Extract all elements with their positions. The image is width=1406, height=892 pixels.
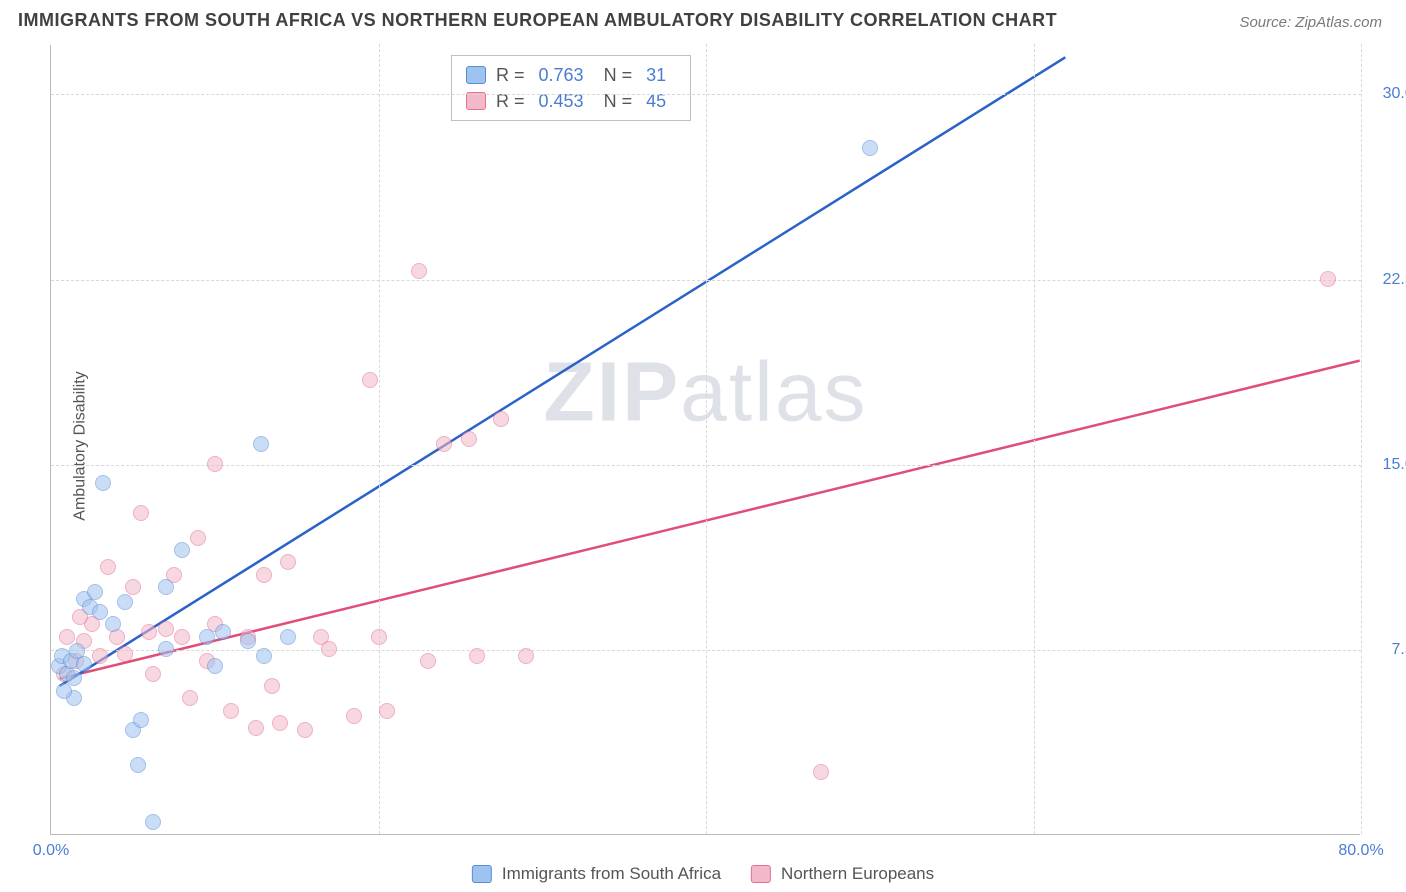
scatter-point	[223, 703, 239, 719]
watermark-bold: ZIP	[543, 345, 680, 439]
scatter-point	[174, 542, 190, 558]
scatter-point	[256, 567, 272, 583]
bottom-legend-item: Northern Europeans	[751, 864, 934, 884]
scatter-point	[379, 703, 395, 719]
scatter-point	[461, 431, 477, 447]
scatter-point	[133, 712, 149, 728]
chart-title: IMMIGRANTS FROM SOUTH AFRICA VS NORTHERN…	[18, 10, 1057, 31]
scatter-point	[436, 436, 452, 452]
scatter-point	[207, 658, 223, 674]
scatter-point	[141, 624, 157, 640]
stats-legend-row: R = 0.763 N = 31	[466, 62, 676, 88]
scatter-point	[264, 678, 280, 694]
scatter-point	[190, 530, 206, 546]
r-label: R =	[496, 62, 525, 88]
n-label: N =	[604, 62, 633, 88]
scatter-point	[174, 629, 190, 645]
scatter-point	[56, 683, 72, 699]
scatter-point	[117, 594, 133, 610]
scatter-point	[280, 554, 296, 570]
scatter-point	[362, 372, 378, 388]
scatter-point	[371, 629, 387, 645]
scatter-point	[297, 722, 313, 738]
bottom-legend-item: Immigrants from South Africa	[472, 864, 721, 884]
source-label: Source: ZipAtlas.com	[1239, 14, 1382, 31]
scatter-point	[145, 666, 161, 682]
y-tick-label: 22.5%	[1383, 271, 1406, 289]
scatter-point	[130, 757, 146, 773]
scatter-point	[493, 411, 509, 427]
r-value: 0.763	[539, 62, 584, 88]
scatter-point	[272, 715, 288, 731]
scatter-point	[280, 629, 296, 645]
r-value: 0.453	[539, 88, 584, 114]
scatter-point	[469, 648, 485, 664]
scatter-point	[518, 648, 534, 664]
y-tick-label: 15.0%	[1383, 456, 1406, 474]
legend-swatch	[751, 865, 771, 883]
y-tick-label: 30.0%	[1383, 85, 1406, 103]
scatter-point	[813, 764, 829, 780]
n-label: N =	[604, 88, 633, 114]
scatter-point	[411, 263, 427, 279]
scatter-point	[59, 629, 75, 645]
scatter-point	[158, 621, 174, 637]
scatter-point	[420, 653, 436, 669]
scatter-point	[215, 624, 231, 640]
scatter-point	[92, 648, 108, 664]
legend-swatch	[472, 865, 492, 883]
n-value: 31	[646, 62, 666, 88]
scatter-point	[240, 633, 256, 649]
stats-legend-row: R = 0.453 N = 45	[466, 88, 676, 114]
bottom-legend-label: Northern Europeans	[781, 864, 934, 884]
stats-legend: R = 0.763 N = 31 R = 0.453 N = 45	[451, 55, 691, 121]
scatter-point	[207, 456, 223, 472]
scatter-point	[182, 690, 198, 706]
r-label: R =	[496, 88, 525, 114]
scatter-point	[321, 641, 337, 657]
bottom-legend: Immigrants from South Africa Northern Eur…	[472, 864, 934, 884]
scatter-point	[100, 559, 116, 575]
scatter-point	[76, 656, 92, 672]
scatter-point	[346, 708, 362, 724]
legend-swatch	[466, 66, 486, 84]
scatter-point	[199, 629, 215, 645]
gridline-vertical	[706, 44, 707, 834]
trend-line	[60, 361, 1360, 679]
scatter-point	[158, 579, 174, 595]
scatter-point	[256, 648, 272, 664]
scatter-point	[125, 579, 141, 595]
y-tick-label: 7.5%	[1392, 641, 1406, 659]
scatter-point	[862, 140, 878, 156]
watermark-light: atlas	[680, 345, 867, 439]
scatter-point	[158, 641, 174, 657]
scatter-point	[92, 604, 108, 620]
x-tick-label: 80.0%	[1338, 842, 1383, 860]
trend-line	[60, 57, 1066, 686]
n-value: 45	[646, 88, 666, 114]
scatter-point	[253, 436, 269, 452]
scatter-point	[248, 720, 264, 736]
scatter-point	[87, 584, 103, 600]
scatter-point	[95, 475, 111, 491]
scatter-point	[133, 505, 149, 521]
scatter-point	[1320, 271, 1336, 287]
x-tick-label: 0.0%	[33, 842, 69, 860]
scatter-point	[117, 646, 133, 662]
gridline-vertical	[379, 44, 380, 834]
gridline-vertical	[1034, 44, 1035, 834]
bottom-legend-label: Immigrants from South Africa	[502, 864, 721, 884]
scatter-point	[145, 814, 161, 830]
plot-area: ZIPatlas R =0.763N =31R =0.453N =45 7.5%…	[50, 45, 1360, 835]
scatter-point	[105, 616, 121, 632]
gridline-vertical	[1361, 44, 1362, 834]
